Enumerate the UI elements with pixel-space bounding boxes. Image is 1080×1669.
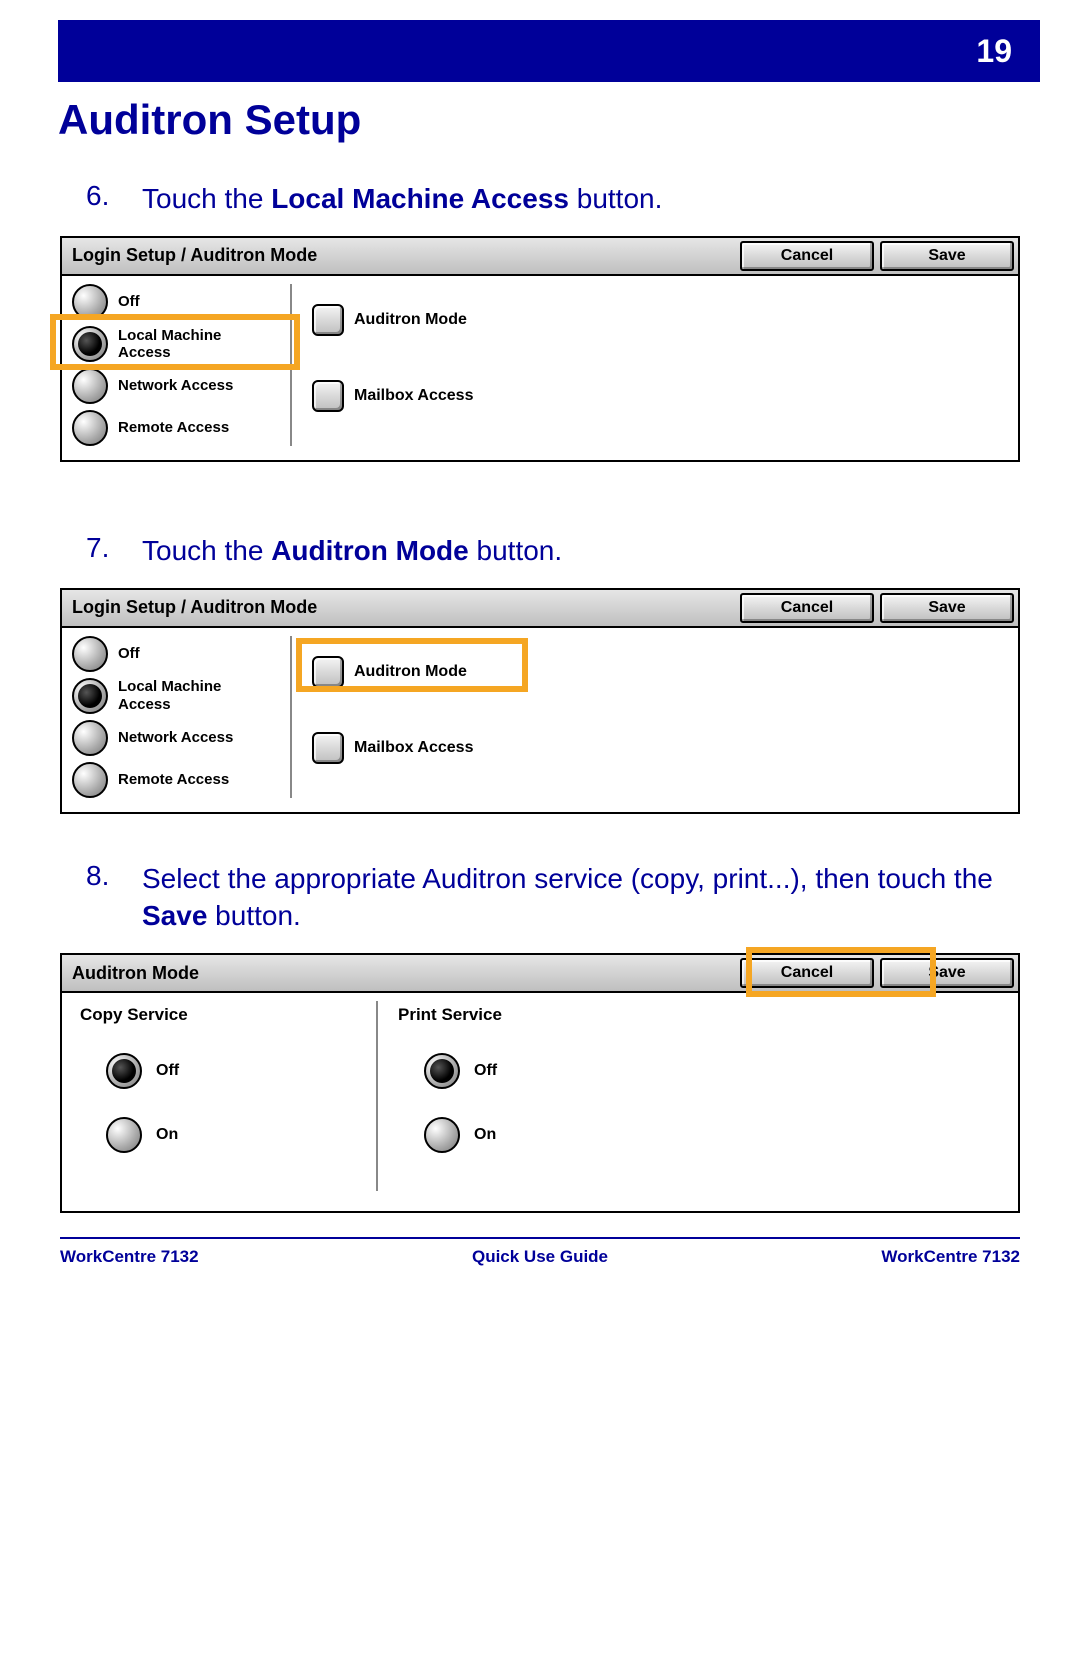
footer-left: WorkCentre 7132: [60, 1247, 199, 1267]
check-mailbox-access[interactable]: Mailbox Access: [312, 732, 473, 764]
radio-icon: [72, 720, 108, 756]
step-number: 8.: [86, 860, 142, 892]
print-off[interactable]: Off: [424, 1053, 678, 1089]
radio-icon: [72, 636, 108, 672]
radio-icon: [72, 326, 108, 362]
radio-icon: [72, 410, 108, 446]
copy-on[interactable]: On: [106, 1117, 376, 1153]
checkbox-icon: [312, 380, 344, 412]
service-title: Print Service: [398, 1005, 678, 1025]
save-button[interactable]: Save: [880, 593, 1014, 623]
login-panel-1: Login Setup / Auditron Mode Cancel Save …: [60, 236, 1020, 462]
page-number: 19: [976, 33, 1012, 70]
check-auditron-mode[interactable]: Auditron Mode: [312, 304, 473, 336]
panel-title-bar: Login Setup / Auditron Mode Cancel Save: [62, 238, 1018, 276]
check-mailbox-access[interactable]: Mailbox Access: [312, 380, 473, 412]
radio-network[interactable]: Network Access: [72, 720, 282, 756]
cancel-button[interactable]: Cancel: [740, 958, 874, 988]
radio-icon: [106, 1117, 142, 1153]
panel-title: Auditron Mode: [72, 963, 199, 984]
footer-center: Quick Use Guide: [472, 1247, 608, 1267]
radio-icon: [424, 1117, 460, 1153]
step-7: 7. Touch the Auditron Mode button.: [86, 532, 1040, 570]
panel-title-bar: Auditron Mode Cancel Save: [62, 955, 1018, 993]
radio-network[interactable]: Network Access: [72, 368, 282, 404]
step-8: 8. Select the appropriate Auditron servi…: [86, 860, 1040, 936]
radio-local-machine[interactable]: Local Machine Access: [72, 678, 282, 714]
step-number: 7.: [86, 532, 142, 564]
checkbox-icon: [312, 656, 344, 688]
step-text: Select the appropriate Auditron service …: [142, 860, 1040, 936]
radio-icon: [72, 678, 108, 714]
radio-icon: [72, 762, 108, 798]
radio-icon: [106, 1053, 142, 1089]
footer-right: WorkCentre 7132: [881, 1247, 1020, 1267]
save-button[interactable]: Save: [880, 958, 1014, 988]
checkbox-icon: [312, 304, 344, 336]
cancel-button[interactable]: Cancel: [740, 241, 874, 271]
page-title: Auditron Setup: [58, 96, 1040, 144]
step-number: 6.: [86, 180, 142, 212]
radio-off[interactable]: Off: [72, 284, 282, 320]
radio-icon: [72, 284, 108, 320]
radio-remote[interactable]: Remote Access: [72, 410, 282, 446]
panel-title-bar: Login Setup / Auditron Mode Cancel Save: [62, 590, 1018, 628]
cancel-button[interactable]: Cancel: [740, 593, 874, 623]
step-text: Touch the Local Machine Access button.: [142, 180, 662, 218]
page-root: 19 Auditron Setup 6. Touch the Local Mac…: [0, 0, 1080, 1297]
checkbox-icon: [312, 732, 344, 764]
page-footer: WorkCentre 7132 Quick Use Guide WorkCent…: [60, 1237, 1020, 1267]
step-6: 6. Touch the Local Machine Access button…: [86, 180, 1040, 218]
check-auditron-mode[interactable]: Auditron Mode: [312, 656, 473, 688]
copy-service-col: Copy Service Off On: [78, 1001, 378, 1191]
print-service-col: Print Service Off On: [378, 1001, 678, 1191]
step-text: Touch the Auditron Mode button.: [142, 532, 562, 570]
panel-title: Login Setup / Auditron Mode: [72, 245, 317, 266]
print-on[interactable]: On: [424, 1117, 678, 1153]
radio-off[interactable]: Off: [72, 636, 282, 672]
panel-title: Login Setup / Auditron Mode: [72, 597, 317, 618]
radio-icon: [72, 368, 108, 404]
radio-local-machine[interactable]: Local Machine Access: [72, 326, 282, 362]
header-bar: 19: [58, 20, 1040, 82]
login-panel-2: Login Setup / Auditron Mode Cancel Save …: [60, 588, 1020, 814]
radio-remote[interactable]: Remote Access: [72, 762, 282, 798]
auditron-mode-panel: Auditron Mode Cancel Save Copy Service O…: [60, 953, 1020, 1213]
service-title: Copy Service: [80, 1005, 376, 1025]
save-button[interactable]: Save: [880, 241, 1014, 271]
copy-off[interactable]: Off: [106, 1053, 376, 1089]
radio-icon: [424, 1053, 460, 1089]
